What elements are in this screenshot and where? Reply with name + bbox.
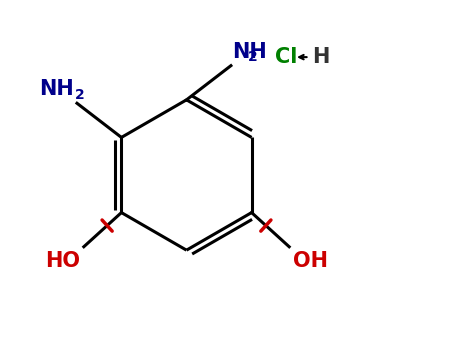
Text: NH: NH	[39, 79, 74, 99]
Text: H: H	[312, 47, 329, 67]
Text: 2: 2	[248, 50, 258, 64]
Text: NH: NH	[233, 42, 268, 62]
Text: HO: HO	[46, 251, 81, 271]
Text: Cl: Cl	[275, 47, 298, 67]
Text: OH: OH	[293, 251, 328, 271]
Text: 2: 2	[75, 88, 85, 102]
